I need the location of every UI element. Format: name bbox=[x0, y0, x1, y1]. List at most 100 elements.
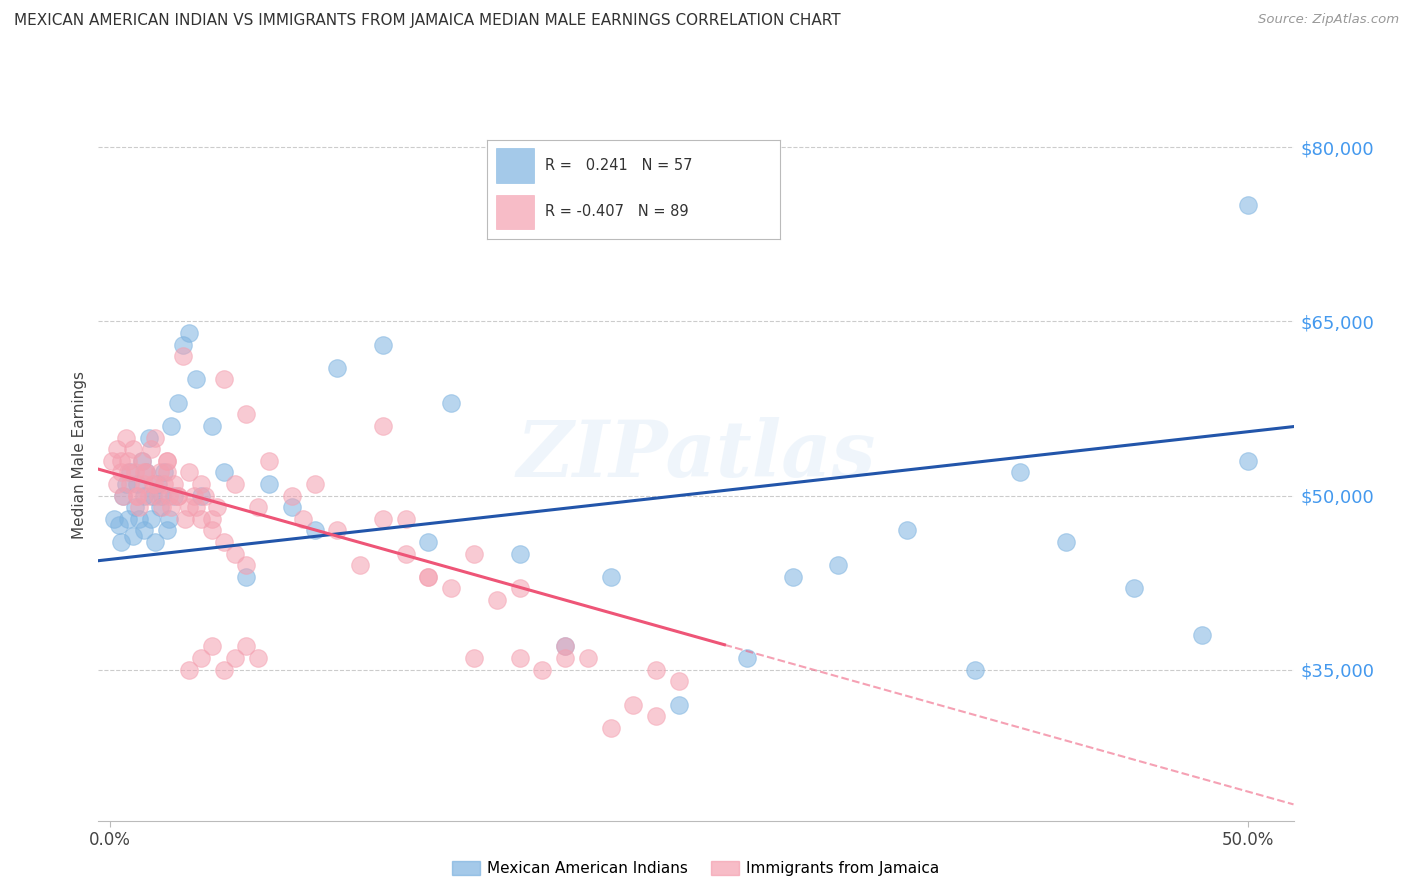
Point bbox=[153, 466, 176, 480]
Point bbox=[160, 500, 183, 515]
Point bbox=[124, 466, 146, 480]
Point bbox=[139, 442, 162, 456]
Point bbox=[827, 558, 849, 573]
Point bbox=[172, 337, 194, 351]
Point bbox=[114, 477, 136, 491]
Point bbox=[162, 489, 184, 503]
Point bbox=[782, 570, 804, 584]
Point bbox=[735, 651, 758, 665]
Point bbox=[246, 651, 269, 665]
Point bbox=[156, 466, 179, 480]
Point bbox=[138, 489, 160, 503]
Point bbox=[142, 489, 165, 503]
Point bbox=[212, 535, 235, 549]
Point bbox=[186, 372, 208, 386]
Point bbox=[167, 489, 190, 503]
Point bbox=[143, 430, 166, 444]
Point bbox=[149, 500, 172, 515]
Point bbox=[101, 454, 124, 468]
Point bbox=[212, 663, 235, 677]
Point bbox=[143, 535, 166, 549]
Point bbox=[485, 593, 508, 607]
Point bbox=[246, 500, 269, 515]
Point bbox=[554, 651, 576, 665]
Point bbox=[440, 395, 463, 409]
Legend: Mexican American Indians, Immigrants from Jamaica: Mexican American Indians, Immigrants fro… bbox=[446, 855, 946, 882]
Point bbox=[1123, 582, 1146, 596]
Point bbox=[371, 512, 394, 526]
Point bbox=[143, 477, 166, 491]
Point bbox=[599, 721, 621, 735]
Point bbox=[224, 477, 246, 491]
Point bbox=[160, 418, 183, 433]
Point bbox=[201, 524, 224, 538]
Point bbox=[121, 442, 143, 456]
Point bbox=[509, 547, 531, 561]
Point bbox=[1191, 628, 1213, 642]
Point bbox=[668, 698, 690, 712]
Point bbox=[117, 454, 139, 468]
Point bbox=[110, 466, 132, 480]
Point bbox=[554, 640, 576, 654]
Point bbox=[205, 500, 228, 515]
Point bbox=[174, 512, 197, 526]
Point bbox=[668, 674, 690, 689]
Point bbox=[326, 360, 349, 375]
Point bbox=[576, 651, 599, 665]
Point bbox=[117, 512, 139, 526]
Point bbox=[212, 372, 235, 386]
Point bbox=[963, 663, 986, 677]
Point bbox=[179, 326, 201, 340]
Point bbox=[896, 524, 918, 538]
Point bbox=[190, 477, 212, 491]
Point bbox=[257, 454, 280, 468]
Point bbox=[131, 454, 153, 468]
Point bbox=[190, 651, 212, 665]
Point bbox=[128, 512, 150, 526]
Point bbox=[1054, 535, 1077, 549]
Point bbox=[418, 535, 440, 549]
Point bbox=[418, 570, 440, 584]
Point bbox=[110, 454, 132, 468]
Point bbox=[645, 709, 668, 723]
Text: MEXICAN AMERICAN INDIAN VS IMMIGRANTS FROM JAMAICA MEDIAN MALE EARNINGS CORRELAT: MEXICAN AMERICAN INDIAN VS IMMIGRANTS FR… bbox=[14, 13, 841, 29]
Point bbox=[186, 500, 208, 515]
Point bbox=[135, 466, 157, 480]
Point bbox=[135, 466, 157, 480]
Point bbox=[179, 466, 201, 480]
Point bbox=[112, 489, 135, 503]
Point bbox=[127, 489, 149, 503]
Point bbox=[150, 489, 173, 503]
Point bbox=[179, 663, 201, 677]
Point bbox=[110, 535, 132, 549]
Y-axis label: Median Male Earnings: Median Male Earnings bbox=[72, 371, 87, 539]
Point bbox=[281, 489, 304, 503]
Point bbox=[235, 558, 257, 573]
Point bbox=[531, 663, 554, 677]
Point bbox=[120, 477, 142, 491]
Point bbox=[509, 651, 531, 665]
Point bbox=[509, 582, 531, 596]
Point bbox=[139, 512, 162, 526]
Point bbox=[146, 489, 169, 503]
Point bbox=[114, 430, 136, 444]
Point bbox=[120, 466, 142, 480]
Point bbox=[463, 651, 485, 665]
Point bbox=[183, 489, 205, 503]
Point bbox=[121, 529, 143, 543]
Text: Source: ZipAtlas.com: Source: ZipAtlas.com bbox=[1258, 13, 1399, 27]
Point bbox=[235, 407, 257, 421]
Point bbox=[157, 512, 180, 526]
Point bbox=[105, 477, 128, 491]
Point bbox=[201, 418, 224, 433]
Point bbox=[128, 500, 150, 515]
Point bbox=[112, 489, 135, 503]
Text: ZIPatlas: ZIPatlas bbox=[516, 417, 876, 493]
Point bbox=[156, 454, 179, 468]
Point bbox=[167, 489, 190, 503]
Point bbox=[599, 570, 621, 584]
Point bbox=[395, 547, 418, 561]
Point bbox=[201, 640, 224, 654]
Point bbox=[554, 640, 576, 654]
Point bbox=[201, 512, 224, 526]
